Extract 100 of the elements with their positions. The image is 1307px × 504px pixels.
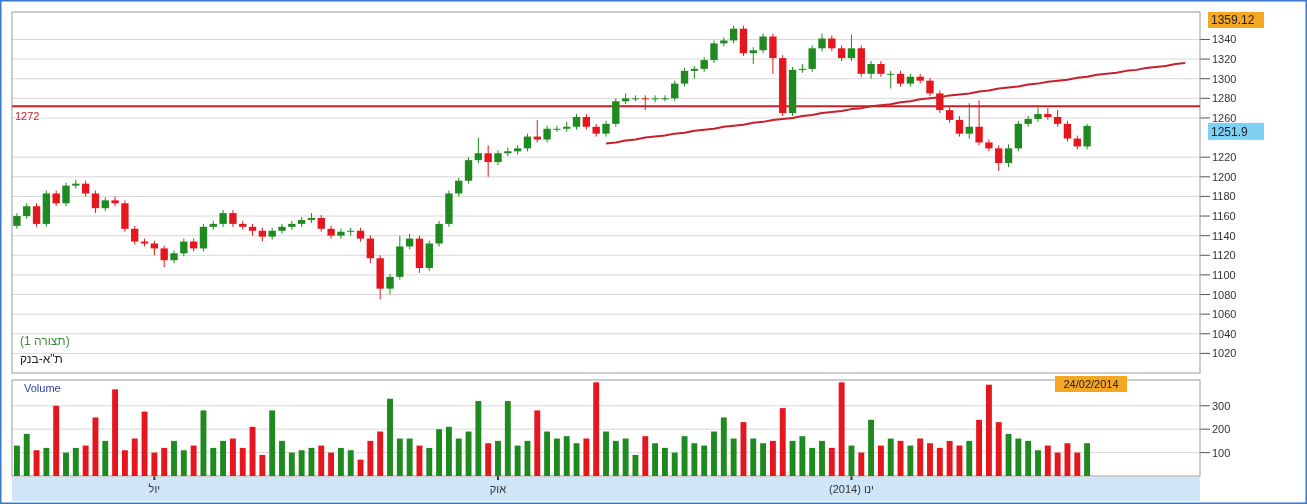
candlestick [710,39,718,64]
bar [730,438,737,476]
bar [337,447,344,476]
bar [455,438,462,476]
y-tick-label: 1180 [1212,190,1236,203]
annotation: 24/02/2014 [1063,378,1119,390]
bar [593,382,600,476]
bar [553,438,560,476]
y-tick-label: 200 [1212,423,1231,436]
bar [171,440,177,476]
bar [53,405,60,476]
bar [131,438,138,476]
y-tick-label: 1100 [1212,268,1236,281]
candlestick [641,94,649,111]
y-tick-label: 1020 [1212,347,1237,360]
bar [13,445,20,476]
candlestick [651,94,659,103]
candlestick [553,125,561,133]
candlestick [199,223,208,252]
bar [976,419,983,476]
bar [445,426,452,476]
bar [239,447,246,476]
y-tick-label: 1120 [1212,249,1236,262]
candlestick [965,102,973,140]
candlestick [759,33,767,54]
bar [622,438,629,476]
candlestick [955,115,964,138]
bar [23,433,30,476]
candlestick [386,273,394,296]
ref-line-label: 1272 [15,110,40,123]
bar [298,450,305,476]
bar [102,440,109,476]
candlestick [111,195,119,207]
bar [995,422,1002,476]
y-tick-label: 300 [1212,399,1231,412]
bar [966,440,973,476]
bar [985,384,992,476]
candlestick [661,94,669,102]
candlestick [484,144,492,178]
bar [612,440,619,476]
bar [671,452,678,476]
bar [828,447,835,476]
candlestick [327,225,335,240]
x-tick-label: יול [148,483,161,495]
bar [858,452,865,476]
bar [436,429,443,476]
candlestick [170,249,178,264]
bar [887,438,894,476]
candlestick [91,190,100,214]
bar [406,438,413,476]
bar [377,431,384,476]
candlestick [926,77,934,97]
candlestick [278,223,286,235]
bar [121,450,128,476]
bar [151,452,158,476]
bar [112,389,119,476]
bar [711,431,717,476]
candlestick [1083,123,1091,150]
candlestick [435,220,443,247]
y-tick-label: 1300 [1212,72,1237,85]
candlestick [160,244,168,268]
bar [514,445,521,476]
bar [1044,445,1051,476]
bar [210,447,217,476]
bar [229,438,236,476]
y-tick-label: 1160 [1212,210,1236,223]
bar [288,452,295,476]
y-tick-label: 1060 [1212,308,1237,321]
y-tick-label: 1140 [1212,229,1236,242]
bar [877,445,884,476]
annotation: ת"א-בנק [20,352,63,366]
y-tick-label: 100 [1212,446,1231,459]
bar [426,447,433,476]
bar [43,447,50,476]
bar [838,382,845,476]
bar [544,431,551,476]
bar [485,443,492,476]
candlestick [671,80,679,102]
candlestick [1063,120,1072,142]
bar [946,440,953,476]
bar [269,410,276,476]
candlestick [337,228,345,240]
candlestick [975,99,983,146]
y-tick-label: 1040 [1212,327,1237,340]
bar [1054,452,1061,476]
candlestick [533,119,541,143]
candlestick [680,67,689,88]
bar [1084,443,1091,476]
candlestick [612,97,620,128]
bar [279,440,285,476]
bar [504,401,511,476]
bar [819,440,825,476]
bar [475,401,482,476]
bar [750,438,757,476]
bar [779,408,786,476]
y-tick-label: 1280 [1212,92,1237,105]
bar [583,438,590,476]
bar [799,436,806,476]
bar [82,445,89,476]
bar [180,450,187,476]
